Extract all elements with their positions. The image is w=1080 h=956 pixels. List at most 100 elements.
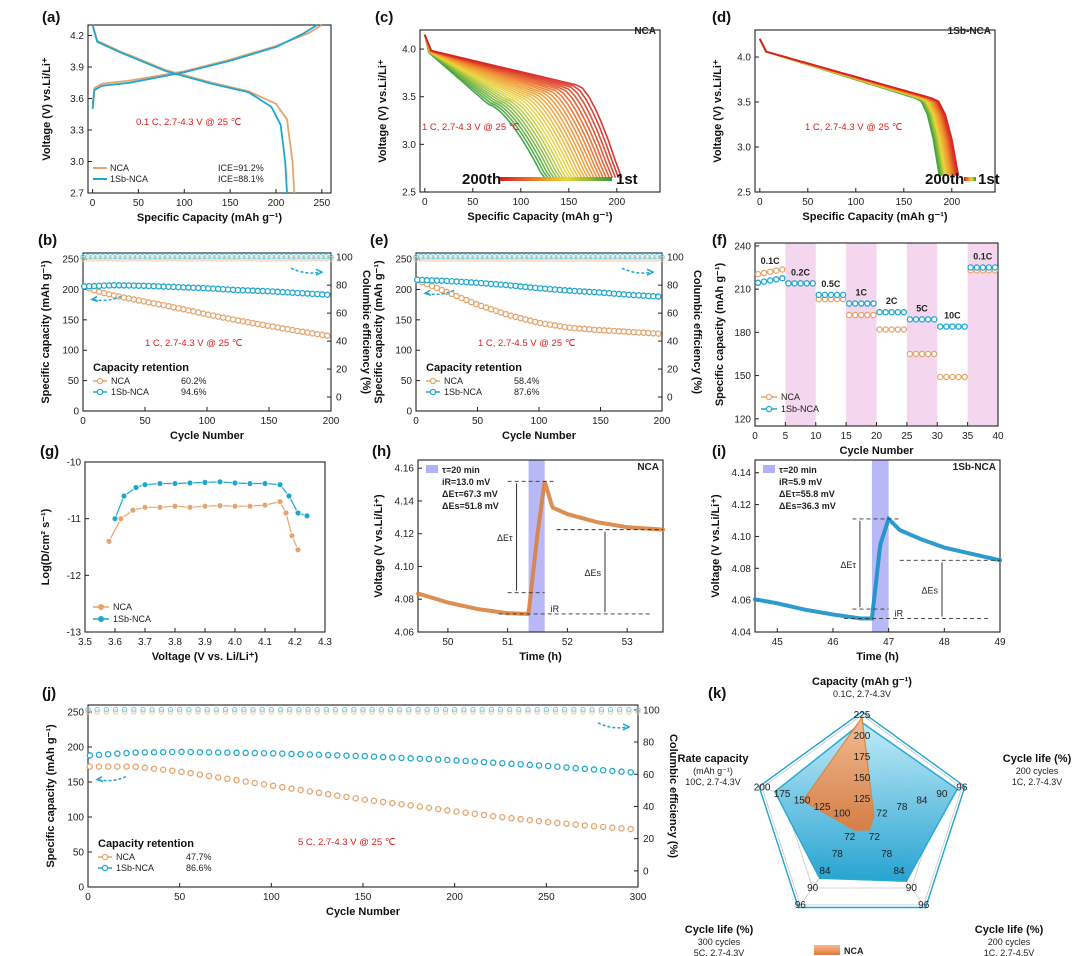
rate-point-sb	[961, 323, 968, 330]
rate-point-sb	[797, 280, 804, 287]
cycle-curve	[759, 38, 946, 176]
capacity-point-nca	[324, 332, 331, 339]
data-point-nca	[129, 506, 137, 514]
legend-title: Capacity retention	[98, 838, 194, 850]
arrow-head	[95, 775, 104, 783]
capacity-point-sb	[581, 765, 589, 773]
ce-point-nca	[184, 256, 190, 262]
y-tick-label: 4.14	[395, 496, 415, 507]
legend-value: 86.6%	[186, 863, 212, 873]
x-tick-label: 150	[895, 197, 912, 208]
ce-point-sb	[213, 706, 220, 713]
x-tick-label: 50	[802, 197, 814, 208]
ce-point-sb	[189, 254, 195, 260]
ce-point-sb	[283, 254, 290, 260]
legend-marker	[101, 853, 109, 861]
rate-band	[785, 243, 816, 426]
ce-point-nca	[105, 256, 111, 262]
ce-point-nca	[176, 709, 183, 715]
rate-point-nca	[779, 266, 786, 273]
radar-tick-label: 72	[844, 832, 856, 843]
capacity-point-nca	[249, 319, 257, 327]
capacity-point-nca	[269, 323, 276, 330]
x-tick-label: 200	[654, 416, 671, 427]
x-tick-label: 45	[772, 637, 784, 648]
ce-point-nca	[462, 256, 468, 262]
capacity-point-sb	[609, 767, 616, 775]
plot-frame	[87, 704, 639, 888]
y2-tick-label: 80	[643, 738, 655, 749]
y2-tick-label: 40	[336, 337, 348, 348]
ce-point-sb	[268, 706, 275, 713]
panel-f: (f) 0 5 10 15 20 25 30 35 40 120 150 180 210 240 Cycle …	[712, 232, 1004, 457]
ce-point-nca	[231, 709, 238, 715]
ce-point-nca	[85, 709, 91, 715]
ce-point-sb	[129, 254, 136, 260]
rate-point-sb	[845, 300, 853, 307]
ce-point-sb	[589, 706, 595, 713]
ce-point-nca	[129, 256, 136, 262]
ce-point-nca	[277, 709, 284, 715]
ce-point-nca	[110, 256, 116, 262]
ce-point-sb	[595, 254, 601, 260]
radar-tick-label: 150	[854, 773, 871, 784]
ce-point-nca	[487, 256, 493, 262]
ce-point-sb	[378, 706, 385, 713]
ce-point-sb	[477, 254, 483, 260]
y-tick-label: 4.08	[395, 595, 415, 606]
y2-tick-label: 40	[643, 802, 655, 813]
x-tick-label: 50	[467, 197, 479, 208]
capacity-point-nca	[297, 786, 304, 794]
x-tick-label: 50	[442, 637, 454, 648]
y-tick-label: 4.10	[732, 532, 752, 543]
y-tick-label: 4.04	[732, 628, 752, 639]
cycle-colorbar	[500, 177, 612, 181]
ce-point-sb	[231, 706, 238, 713]
capacity-point-sb	[544, 762, 552, 770]
data-point-sb	[261, 480, 269, 487]
capacity-point-nca	[187, 769, 194, 777]
axis-arrow-right	[597, 722, 629, 729]
axis-arrow-right	[290, 267, 322, 274]
ce-point-sb	[639, 254, 646, 260]
param-det: ΔEτ=67.3 mV	[442, 489, 498, 499]
rate-point-sb	[754, 279, 762, 287]
x-tick-label: 0	[422, 197, 428, 208]
capacity-point-sb	[389, 754, 396, 761]
ce-point-nca	[268, 709, 275, 715]
ce-point-nca	[186, 709, 192, 715]
data-point-nca	[186, 503, 194, 511]
legend-marker	[96, 377, 104, 385]
ce-point-nca	[323, 709, 330, 715]
ce-point-nca	[204, 709, 210, 715]
y-tick-label: 4.0	[737, 53, 751, 64]
panel-e: (e) 0 50 100 150 200 0 50 100 150 200 250 0 20 40 60 80 1…	[370, 232, 703, 442]
capacity-point-nca	[361, 796, 369, 803]
ce-point-nca	[654, 256, 660, 262]
ce-point-nca	[95, 256, 101, 262]
x-tick-label: 0	[85, 892, 91, 903]
ce-point-nca	[134, 256, 141, 262]
ce-point-sb	[615, 254, 621, 260]
radar-axis-sub: 300 cycles	[698, 937, 741, 947]
ce-point-sb	[457, 254, 463, 260]
radar-tick-label: 84	[819, 866, 831, 877]
radar-tick-label: 100	[834, 809, 851, 820]
ce-point-sb	[112, 706, 119, 713]
capacity-point-nca	[535, 817, 543, 825]
ce-point-sb	[626, 706, 632, 713]
y-tick-label: 50	[401, 376, 413, 387]
capacity-point-sb	[132, 749, 139, 756]
y2-axis-label: Columbic efficiency (%)	[691, 270, 703, 394]
y-tick-label: -12	[67, 571, 82, 582]
ce-point-sb	[369, 706, 375, 713]
series-line-nca-discharge	[91, 24, 296, 194]
ce-point-sb	[149, 706, 155, 713]
data-point-sb	[231, 479, 239, 487]
ce-point-nca	[470, 709, 476, 715]
capacity-point-sb	[224, 749, 231, 756]
ce-point-sb	[479, 706, 485, 713]
x-axis-label: Cycle Number	[326, 906, 401, 918]
x-tick-label: 47	[883, 637, 895, 648]
ce-point-nca	[328, 256, 334, 262]
